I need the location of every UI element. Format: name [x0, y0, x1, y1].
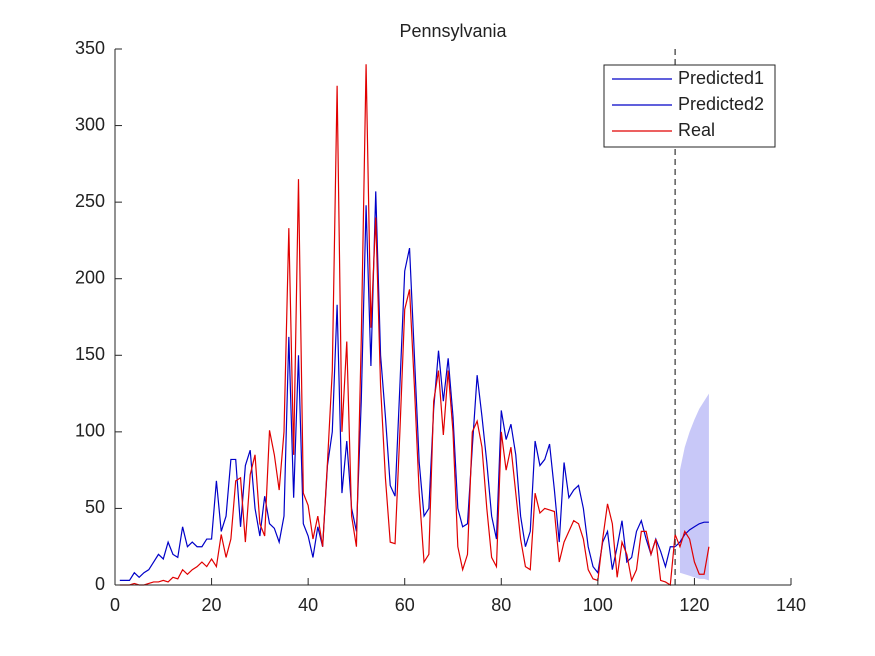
x-tick-label: 60: [395, 595, 415, 615]
y-tick-label: 50: [85, 497, 105, 517]
x-tick-label: 120: [679, 595, 709, 615]
y-tick-label: 350: [75, 38, 105, 58]
series-line: [674, 521, 709, 548]
x-tick-label: 80: [491, 595, 511, 615]
series-line: [119, 64, 710, 587]
x-tick-label: 20: [202, 595, 222, 615]
legend-label: Real: [678, 120, 715, 140]
y-tick-label: 100: [75, 421, 105, 441]
y-tick-label: 150: [75, 344, 105, 364]
series-line: [119, 191, 676, 582]
y-tick-label: 200: [75, 267, 105, 287]
y-tick-label: 250: [75, 191, 105, 211]
legend-label: Predicted2: [678, 94, 764, 114]
x-tick-label: 100: [583, 595, 613, 615]
x-tick-label: 140: [776, 595, 806, 615]
y-tick-label: 300: [75, 114, 105, 134]
x-tick-label: 0: [110, 595, 120, 615]
y-tick-label: 0: [95, 574, 105, 594]
chart-title: Pennsylvania: [399, 21, 507, 41]
legend-label: Predicted1: [678, 68, 764, 88]
confidence-band: [679, 393, 709, 581]
x-tick-label: 40: [298, 595, 318, 615]
